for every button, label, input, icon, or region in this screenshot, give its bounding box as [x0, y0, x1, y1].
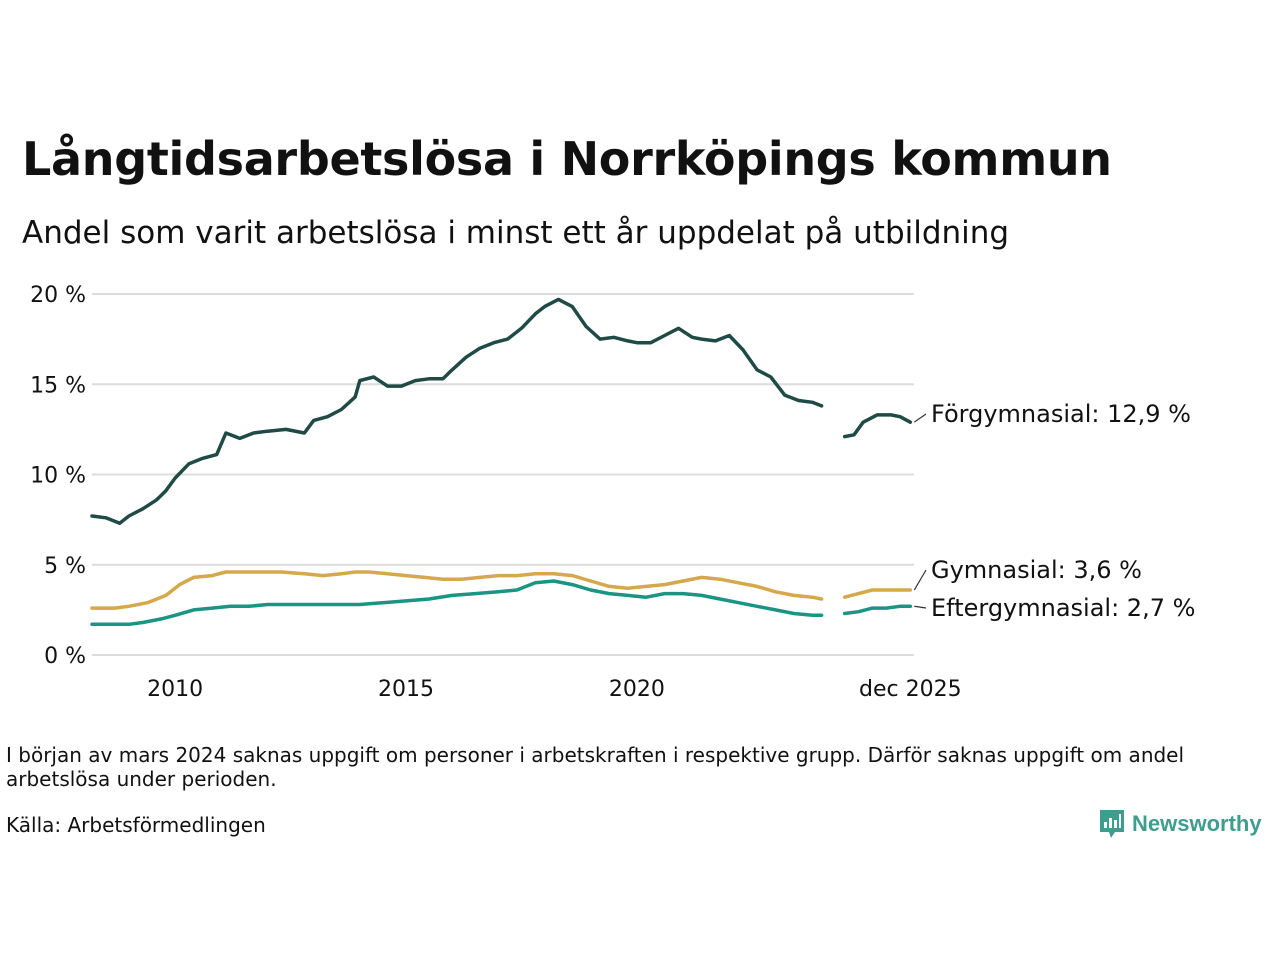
y-tick-label: 5 %: [44, 554, 86, 579]
series-line-förgymnasial: [90, 297, 913, 525]
series-lines: [90, 297, 913, 627]
y-tick-label: 10 %: [30, 464, 86, 489]
brand-name: Newsworthy: [1132, 811, 1262, 836]
series-line-eftergymnasial: [90, 579, 913, 627]
chart-subtitle: Andel som varit arbetslösa i minst ett å…: [22, 215, 1010, 251]
source-credit: Källa: Arbetsförmedlingen: [6, 813, 266, 837]
series-line-gymnasial: [90, 570, 913, 610]
newsworthy-logo-icon: [1100, 810, 1124, 838]
y-tick-label: 20 %: [30, 283, 86, 308]
series-label-gymnasial: Gymnasial: 3,6 %: [931, 556, 1142, 584]
grid-lines: [92, 293, 914, 656]
label-leader-line: [914, 605, 927, 609]
footnote: I början av mars 2024 saknas uppgift om …: [6, 743, 1185, 791]
x-tick-label: dec 2025: [859, 677, 962, 702]
series-label-eftergymnasial: Eftergymnasial: 2,7 %: [931, 594, 1195, 622]
label-leader-line: [913, 413, 927, 423]
series-label-förgymnasial: Förgymnasial: 12,9 %: [931, 400, 1191, 428]
label-leader-line: [913, 569, 927, 591]
x-tick-label: 2015: [378, 677, 434, 702]
x-axis-ticks: 2010 2015 2020 dec 2025: [147, 677, 961, 702]
y-tick-label: 0 %: [44, 644, 86, 669]
series-end-labels: Förgymnasial: 12,9 % Gymnasial: 3,6 % Efte…: [913, 400, 1195, 622]
chart-title: Långtidsarbetslösa i Norrköpings kommun: [22, 132, 1112, 186]
brand-logo: Newsworthy: [1098, 808, 1262, 840]
x-tick-label: 2020: [609, 677, 665, 702]
y-tick-label: 15 %: [30, 373, 86, 398]
y-axis-ticks: 0 % 5 % 10 % 15 % 20 %: [30, 283, 86, 669]
x-tick-label: 2010: [147, 677, 203, 702]
